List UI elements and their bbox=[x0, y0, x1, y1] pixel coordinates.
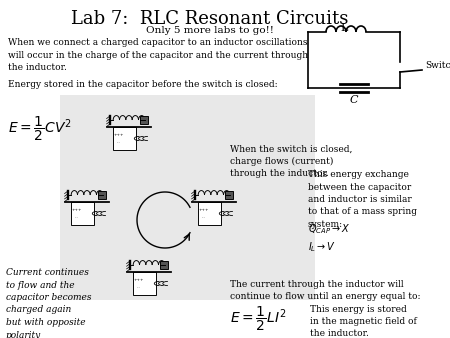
Text: When we connect a charged capacitor to an inductor oscillations
will occur in th: When we connect a charged capacitor to a… bbox=[8, 38, 308, 72]
Text: $E = \dfrac{1}{2}CV^2$: $E = \dfrac{1}{2}CV^2$ bbox=[8, 115, 72, 143]
Text: The current through the inductor will
continue to flow until an energy equal to:: The current through the inductor will co… bbox=[230, 280, 420, 301]
Text: Switch: Switch bbox=[425, 62, 450, 71]
Text: When the switch is closed,
charge flows (current)
through the inductor.: When the switch is closed, charge flows … bbox=[230, 145, 352, 178]
Text: +++: +++ bbox=[198, 208, 209, 212]
Text: L: L bbox=[340, 23, 348, 33]
Text: $I_L \rightarrow V$: $I_L \rightarrow V$ bbox=[308, 240, 336, 254]
Text: +++: +++ bbox=[134, 278, 144, 282]
Text: ...: ... bbox=[75, 215, 79, 219]
Text: Current continues
to flow and the
capacitor becomes
charged again
but with oppos: Current continues to flow and the capaci… bbox=[6, 268, 91, 338]
Text: +++: +++ bbox=[72, 208, 82, 212]
Bar bbox=[60, 95, 315, 300]
Text: Lab 7:  RLC Resonant Circuits: Lab 7: RLC Resonant Circuits bbox=[71, 10, 349, 28]
Text: ...: ... bbox=[117, 140, 121, 144]
Text: This energy is stored
in the magnetic field of
the inductor.: This energy is stored in the magnetic fi… bbox=[310, 305, 417, 338]
Text: $Q_{CAP} \rightarrow X$: $Q_{CAP} \rightarrow X$ bbox=[308, 222, 351, 236]
Bar bbox=[225, 191, 233, 199]
Text: ...: ... bbox=[202, 215, 206, 219]
Bar bbox=[71, 202, 94, 225]
Text: +++: +++ bbox=[113, 133, 124, 137]
Bar bbox=[160, 261, 168, 269]
Bar bbox=[98, 191, 106, 199]
Bar bbox=[198, 202, 221, 225]
Text: C: C bbox=[350, 95, 358, 105]
Text: $E = \dfrac{1}{2}LI^2$: $E = \dfrac{1}{2}LI^2$ bbox=[230, 305, 286, 333]
Bar bbox=[113, 127, 136, 150]
Bar bbox=[133, 272, 156, 295]
Bar bbox=[140, 116, 148, 124]
Text: Only 5 more labs to go!!: Only 5 more labs to go!! bbox=[146, 26, 274, 35]
Text: Energy stored in the capacitor before the switch is closed:: Energy stored in the capacitor before th… bbox=[8, 80, 278, 89]
Text: ...: ... bbox=[137, 285, 140, 289]
Text: This energy exchange
between the capacitor
and inductor is similar
to that of a : This energy exchange between the capacit… bbox=[308, 170, 417, 229]
